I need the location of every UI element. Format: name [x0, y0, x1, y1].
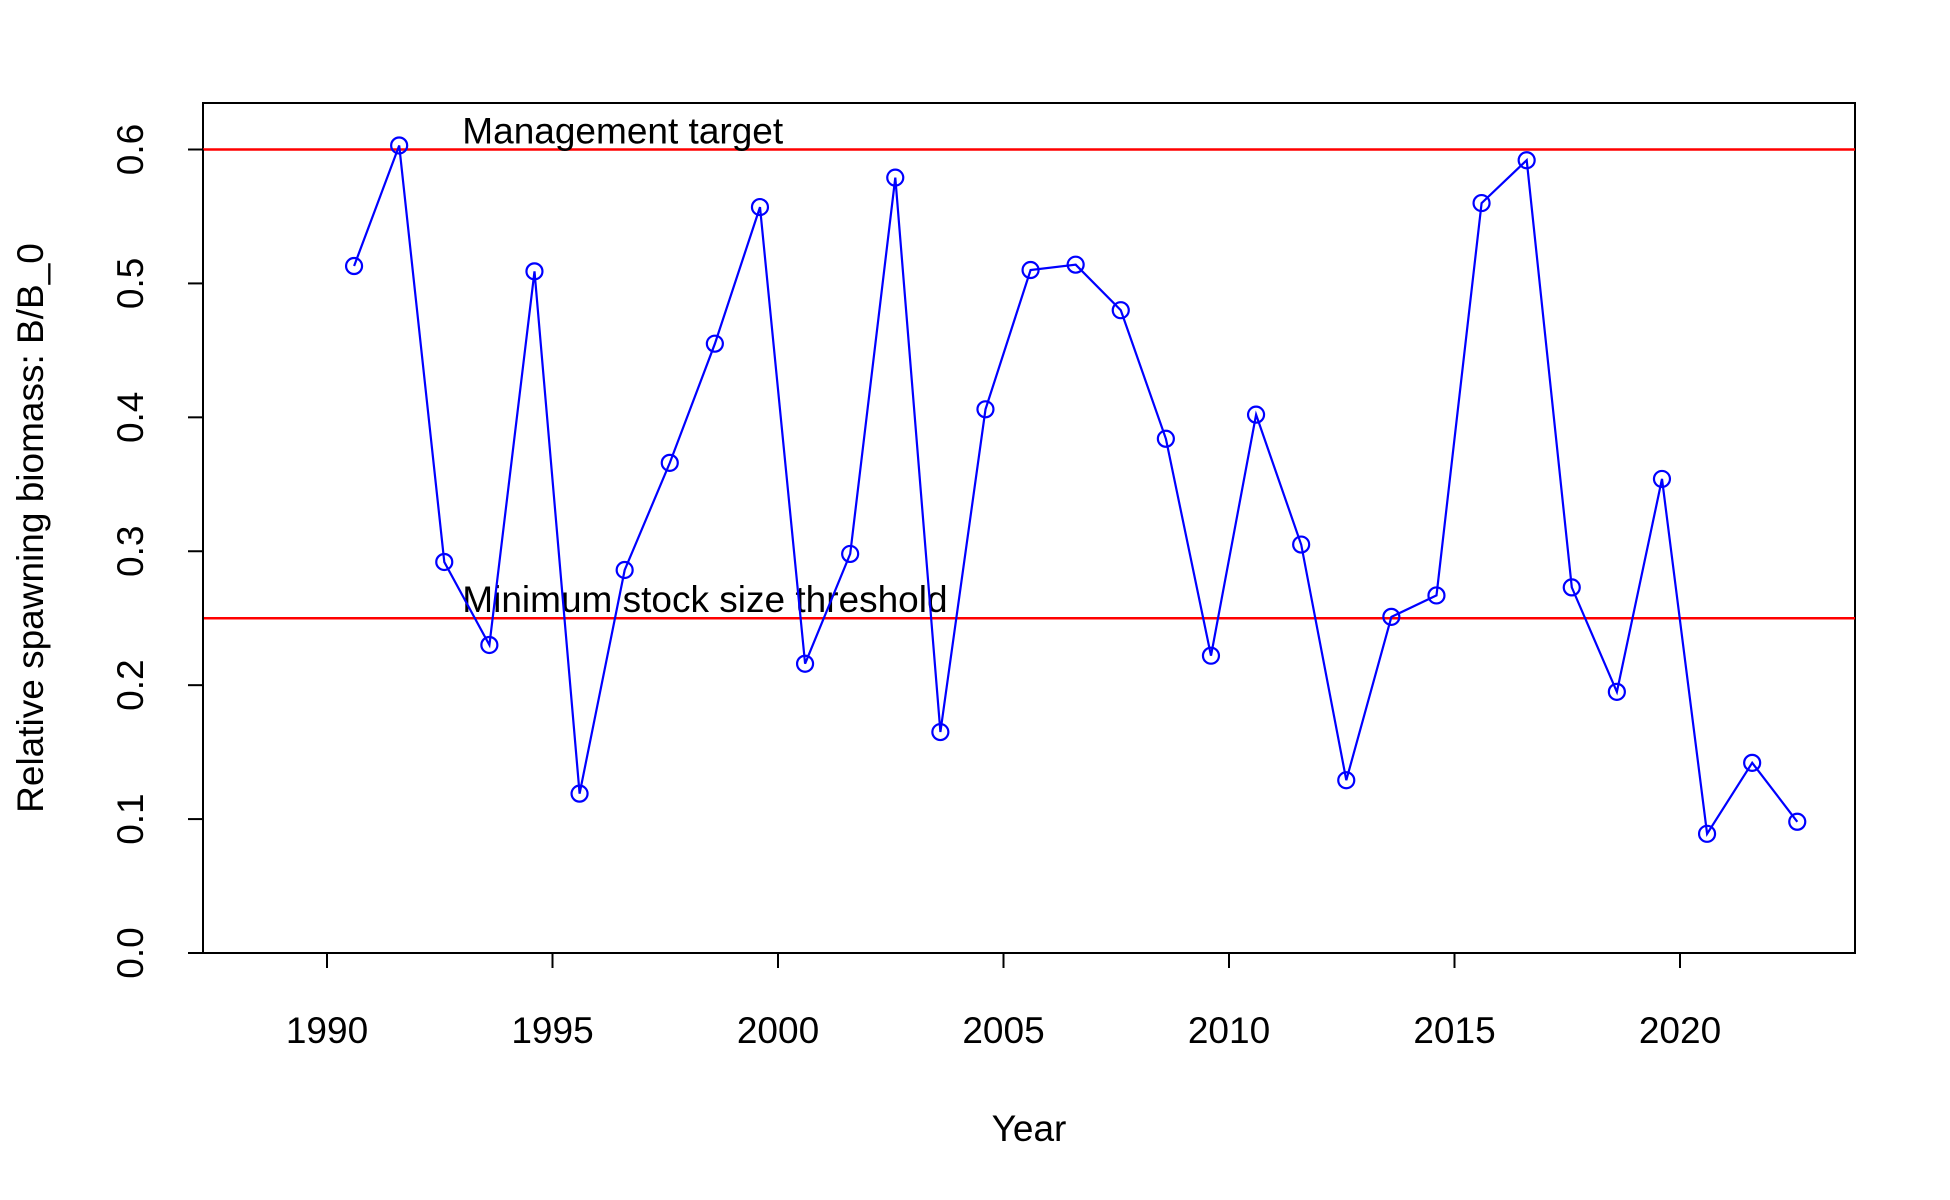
y-tick-label: 0.6	[110, 124, 151, 175]
y-tick-label: 0.3	[110, 526, 151, 577]
reference-labels: Management target Minimum stock size thre…	[462, 111, 947, 621]
x-tick-label: 2000	[737, 1010, 819, 1051]
data-point	[705, 334, 724, 353]
x-axis: 1990 1995 2000 2005 2010 2015 2020	[286, 952, 1721, 1051]
data-point	[1201, 646, 1221, 665]
data-point	[841, 544, 860, 564]
x-tick-label: 2005	[962, 1010, 1044, 1051]
data-point	[1111, 301, 1130, 320]
data-point	[1066, 255, 1085, 274]
x-axis-title: Year	[992, 1108, 1067, 1149]
y-tick-label: 0.1	[110, 793, 151, 844]
data-point	[1697, 824, 1717, 843]
data-point	[344, 256, 364, 276]
data-point	[1156, 429, 1175, 448]
data-point	[750, 197, 770, 217]
data-point	[976, 400, 995, 419]
data-point	[660, 453, 679, 472]
data-point	[1246, 405, 1266, 424]
x-tick-label: 2010	[1188, 1010, 1270, 1051]
data-point	[1472, 193, 1491, 213]
x-tick-label: 1990	[286, 1010, 368, 1051]
y-tick-label: 0.5	[110, 258, 151, 309]
data-point	[1292, 535, 1311, 554]
series-group	[344, 136, 1807, 843]
data-point	[1427, 586, 1446, 605]
data-point	[1021, 260, 1040, 280]
reference-lines	[203, 148, 1855, 620]
data-point	[886, 168, 905, 187]
data-point	[480, 635, 499, 655]
y-axis-title: Relative spawning biomass: B/B_0	[10, 243, 51, 813]
reference-label: Minimum stock size threshold	[462, 579, 947, 620]
data-point	[1517, 151, 1536, 170]
data-point	[1788, 812, 1807, 831]
data-point	[525, 262, 544, 281]
x-tick-label: 2020	[1639, 1010, 1721, 1051]
series-line	[353, 145, 1799, 837]
data-point	[1743, 753, 1762, 772]
data-point	[435, 552, 454, 572]
data-point	[1607, 682, 1626, 701]
plot-frame	[202, 102, 1856, 954]
y-tick-label: 0.4	[110, 392, 151, 443]
data-point	[1562, 578, 1581, 597]
y-tick-label: 0.0	[110, 927, 151, 978]
data-point	[931, 722, 950, 742]
y-axis: 0.0 0.1 0.2 0.3 0.4 0.5 0.6	[110, 124, 204, 979]
y-tick-label: 0.2	[110, 659, 151, 710]
data-point	[1337, 771, 1356, 790]
x-tick-label: 2015	[1413, 1010, 1495, 1051]
data-point	[1382, 607, 1401, 626]
data-point	[615, 560, 634, 580]
reference-label: Management target	[462, 111, 784, 152]
data-point	[1652, 469, 1672, 489]
data-point	[795, 654, 815, 673]
data-point	[570, 784, 589, 803]
x-tick-label: 1995	[511, 1010, 593, 1051]
data-point	[390, 136, 409, 155]
